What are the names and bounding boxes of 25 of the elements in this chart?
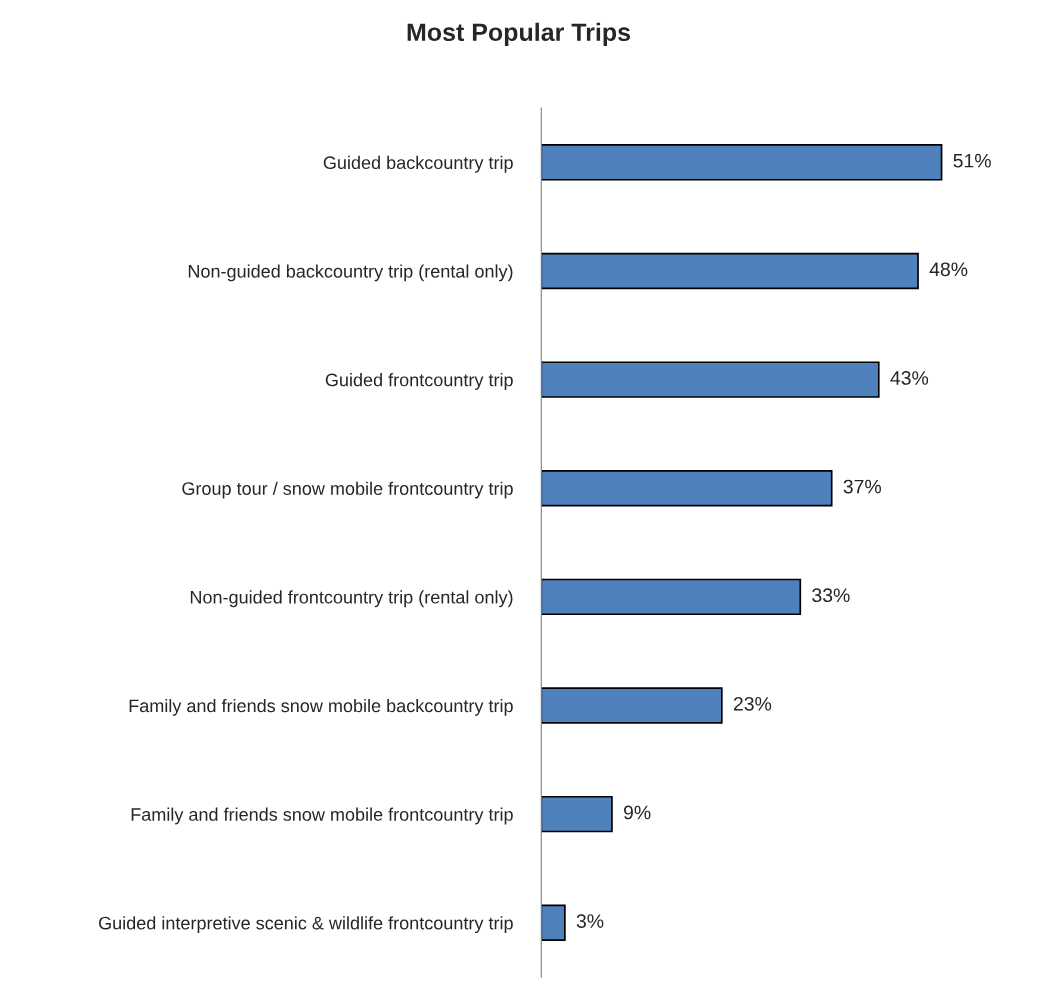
y-tick-label: Group tour / snow mobile frontcountry trip xyxy=(182,481,513,499)
y-tick-label: Non-guided backcountry trip (rental only) xyxy=(188,264,513,282)
y-tick-label: Family and friends snow mobile frontcountry trip xyxy=(131,807,513,825)
data-label: 37% xyxy=(843,479,882,494)
bar xyxy=(541,144,943,181)
y-tick-label: Guided frontcountry trip xyxy=(325,373,513,390)
y-tick-label: Guided backcountry trip xyxy=(323,155,513,173)
data-label: 48% xyxy=(929,262,968,277)
data-label: 9% xyxy=(623,805,651,820)
bar xyxy=(541,470,833,507)
chart-title: Most Popular Trips xyxy=(407,22,630,47)
data-label: 23% xyxy=(733,696,772,711)
y-tick-label: Guided interpretive scenic & wildlife frontcountry trip xyxy=(99,916,513,934)
y-tick-label: Family and friends snow mobile backcountry trip xyxy=(129,698,513,716)
bar xyxy=(541,795,613,833)
data-label: 33% xyxy=(812,588,850,603)
data-label: 51% xyxy=(953,153,991,168)
y-tick-label: Non-guided frontcountry trip (rental only) xyxy=(190,590,513,608)
data-label: 43% xyxy=(890,371,929,385)
data-label: 3% xyxy=(576,914,604,928)
bar xyxy=(541,252,919,290)
bar xyxy=(541,687,723,724)
bar xyxy=(541,361,880,398)
bar xyxy=(541,904,566,941)
bar xyxy=(541,578,802,616)
